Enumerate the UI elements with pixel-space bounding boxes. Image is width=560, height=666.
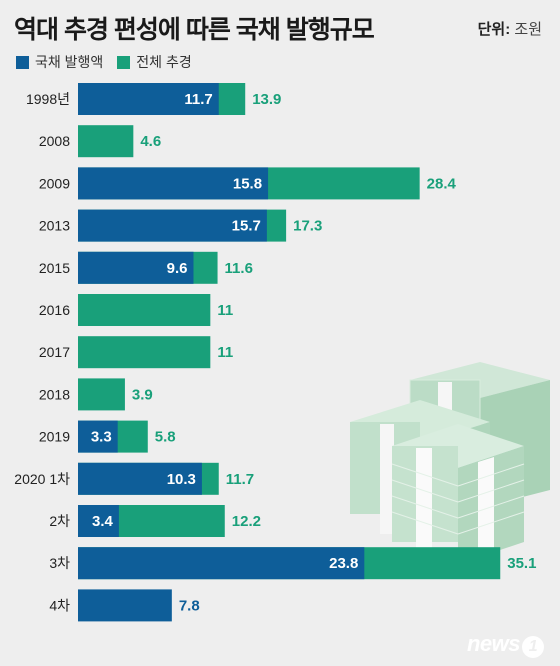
category-label: 4차 (49, 597, 70, 613)
legend: 국채 발행액 전체 추경 (16, 52, 192, 72)
legend-label-total: 전체 추경 (136, 54, 192, 70)
bar-total-label: 3.9 (132, 386, 153, 403)
logo-text: news (466, 631, 521, 656)
category-label: 2019 (39, 429, 70, 445)
bar-bond (78, 83, 219, 115)
logo-mark: 1 (522, 636, 544, 658)
bar-bond-label: 11.7 (184, 91, 212, 108)
bar-bond-label: 15.8 (233, 175, 262, 192)
category-label: 2008 (39, 133, 70, 149)
category-label: 2차 (49, 513, 70, 529)
legend-item-total: 전체 추경 (117, 52, 192, 72)
chart-title: 역대 추경 편성에 따른 국채 발행규모 (14, 16, 375, 44)
category-label: 2018 (39, 386, 70, 402)
bar-total-label: 7.8 (179, 597, 200, 614)
legend-label-bond: 국채 발행액 (35, 54, 104, 70)
bar-bond (78, 462, 202, 495)
bar-bond (78, 209, 267, 242)
legend-item-bond: 국채 발행액 (16, 52, 103, 72)
bar-total-label: 13.9 (252, 91, 281, 108)
category-label: 2017 (39, 344, 70, 360)
bar-bond-label: 9.6 (167, 260, 188, 277)
bar-bond (78, 589, 172, 622)
category-label: 2020 1차 (14, 471, 70, 487)
bar-total-label: 11 (217, 302, 233, 319)
bar-total (78, 294, 211, 326)
category-label: 2009 (39, 175, 70, 191)
money-stack-illustration (350, 362, 550, 564)
bar-total-label: 11.7 (226, 471, 254, 488)
bar-bond-label: 3.3 (91, 429, 112, 446)
category-label: 1998년 (26, 91, 70, 107)
bar-total (78, 378, 125, 411)
legend-swatch-total (117, 55, 131, 69)
category-label: 2016 (39, 302, 70, 318)
bar-bond-label: 23.8 (329, 555, 358, 572)
unit-prefix: 단위: (477, 21, 511, 38)
bar-bond (78, 505, 119, 537)
bar-total-label: 11 (217, 344, 233, 361)
unit-value: 조원 (514, 21, 542, 38)
bar-total-label: 4.6 (140, 133, 161, 150)
bar-total (78, 125, 134, 158)
bar-bond-label: 10.3 (167, 471, 196, 488)
bar-total (78, 336, 211, 369)
bar-bond (78, 547, 365, 580)
bar-total-label: 11.6 (225, 260, 253, 277)
unit-label: 단위: 조원 (478, 18, 542, 39)
bars-group: 1998년 11.7 13.9 2008 4.6 2009 15.8 28.4 2013 15.7… (14, 83, 536, 622)
bar-bond (78, 167, 269, 200)
bar-bond (78, 251, 194, 284)
bar-total-label: 17.3 (293, 218, 322, 235)
bar-bond-label: 15.7 (232, 218, 261, 235)
legend-swatch-bond (16, 55, 29, 69)
bar-bond-label: 3.4 (92, 513, 114, 530)
category-label: 2015 (39, 260, 70, 276)
bar-bond (78, 420, 118, 453)
bar-total-label: 35.1 (507, 555, 536, 572)
category-label: 2013 (39, 218, 70, 234)
bar-total-label: 28.4 (427, 175, 457, 192)
category-label: 3차 (49, 555, 70, 571)
bar-total-label: 12.2 (232, 513, 261, 530)
news1-logo: news 1 (467, 631, 544, 658)
bar-total-label: 5.8 (155, 429, 176, 446)
